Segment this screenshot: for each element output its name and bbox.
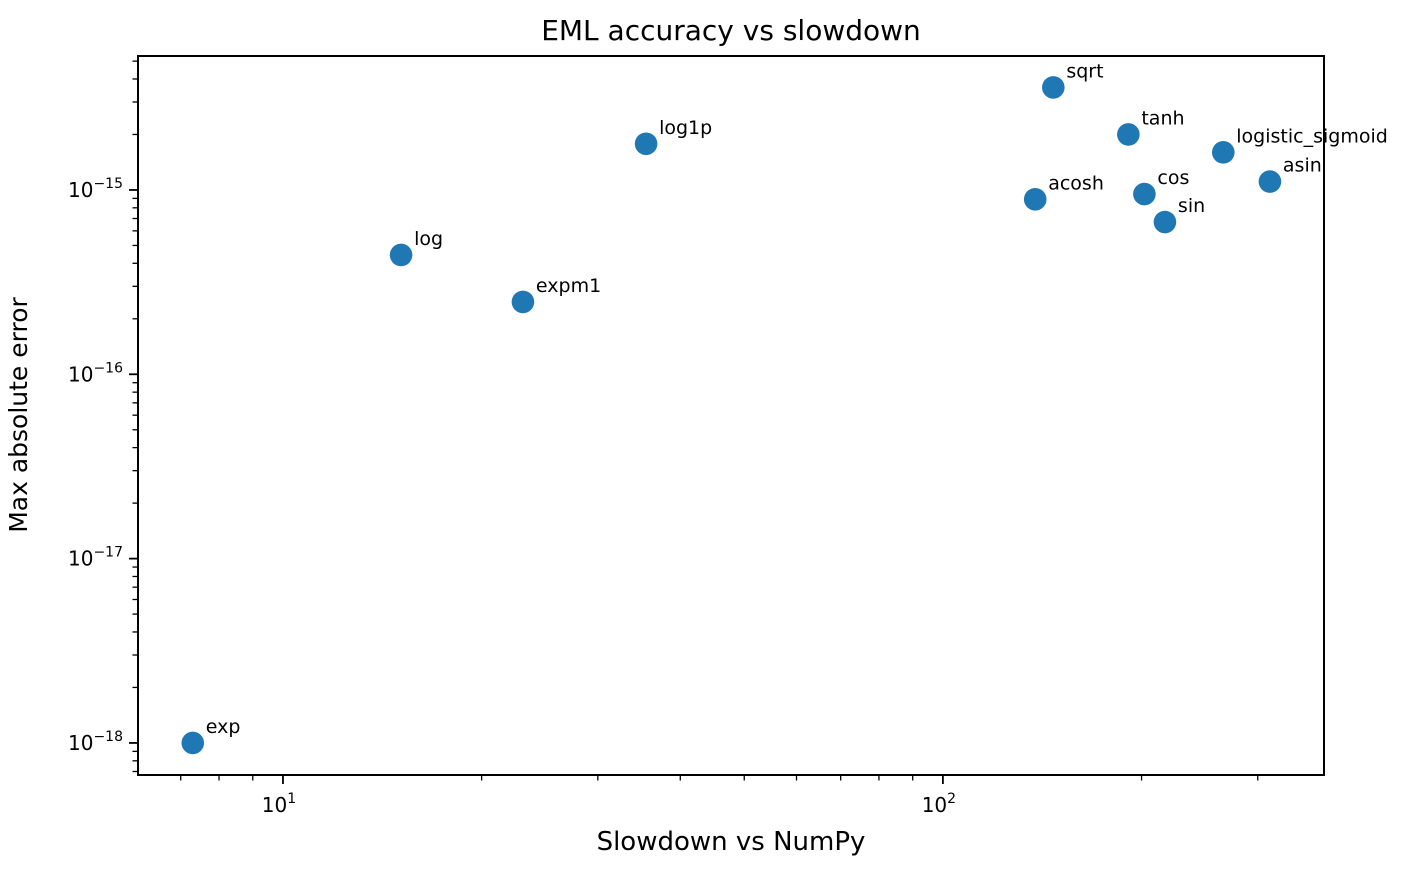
data-point-log — [389, 243, 413, 267]
point-label-log1p: log1p — [659, 117, 712, 139]
point-label-tanh: tanh — [1141, 107, 1184, 129]
point-label-asin: asin — [1283, 155, 1322, 177]
data-point-expm1 — [511, 290, 535, 314]
data-point-logistic_sigmoid — [1211, 141, 1235, 164]
data-point-sin — [1153, 210, 1177, 234]
point-label-cos: cos — [1157, 167, 1189, 189]
point-label-exp: exp — [206, 716, 241, 738]
x-tick-label: 101 — [262, 791, 296, 817]
data-point-asin — [1258, 170, 1282, 193]
point-label-sqrt: sqrt — [1066, 60, 1103, 82]
data-point-tanh — [1117, 123, 1140, 146]
point-label-expm1: expm1 — [536, 275, 601, 297]
x-tick-label: 102 — [922, 791, 956, 817]
y-tick-label: 10−17 — [68, 545, 123, 571]
data-point-log1p — [634, 132, 658, 156]
y-tick-label: 10−15 — [68, 176, 123, 202]
data-point-exp — [181, 731, 205, 755]
axes-spines — [137, 55, 1325, 776]
point-label-log: log — [414, 228, 443, 250]
chart-title: EML accuracy vs slowdown — [541, 14, 921, 47]
axes-layer: 101 102 10−15 10−16 10−17 10−18 exp log expm1 log… — [68, 55, 1388, 817]
x-axis-label: Slowdown vs NumPy — [597, 827, 866, 857]
point-label-sin: sin — [1178, 195, 1205, 217]
y-axis-label: Max absolute error — [4, 296, 33, 532]
y-tick-label: 10−16 — [68, 360, 123, 386]
point-label-acosh: acosh — [1048, 172, 1104, 194]
data-point-cos — [1133, 182, 1156, 206]
point-label-logistic_sigmoid: logistic_sigmoid — [1236, 125, 1388, 147]
y-tick-label: 10−18 — [68, 729, 123, 755]
data-point-acosh — [1023, 187, 1047, 211]
data-point-sqrt — [1042, 76, 1065, 99]
